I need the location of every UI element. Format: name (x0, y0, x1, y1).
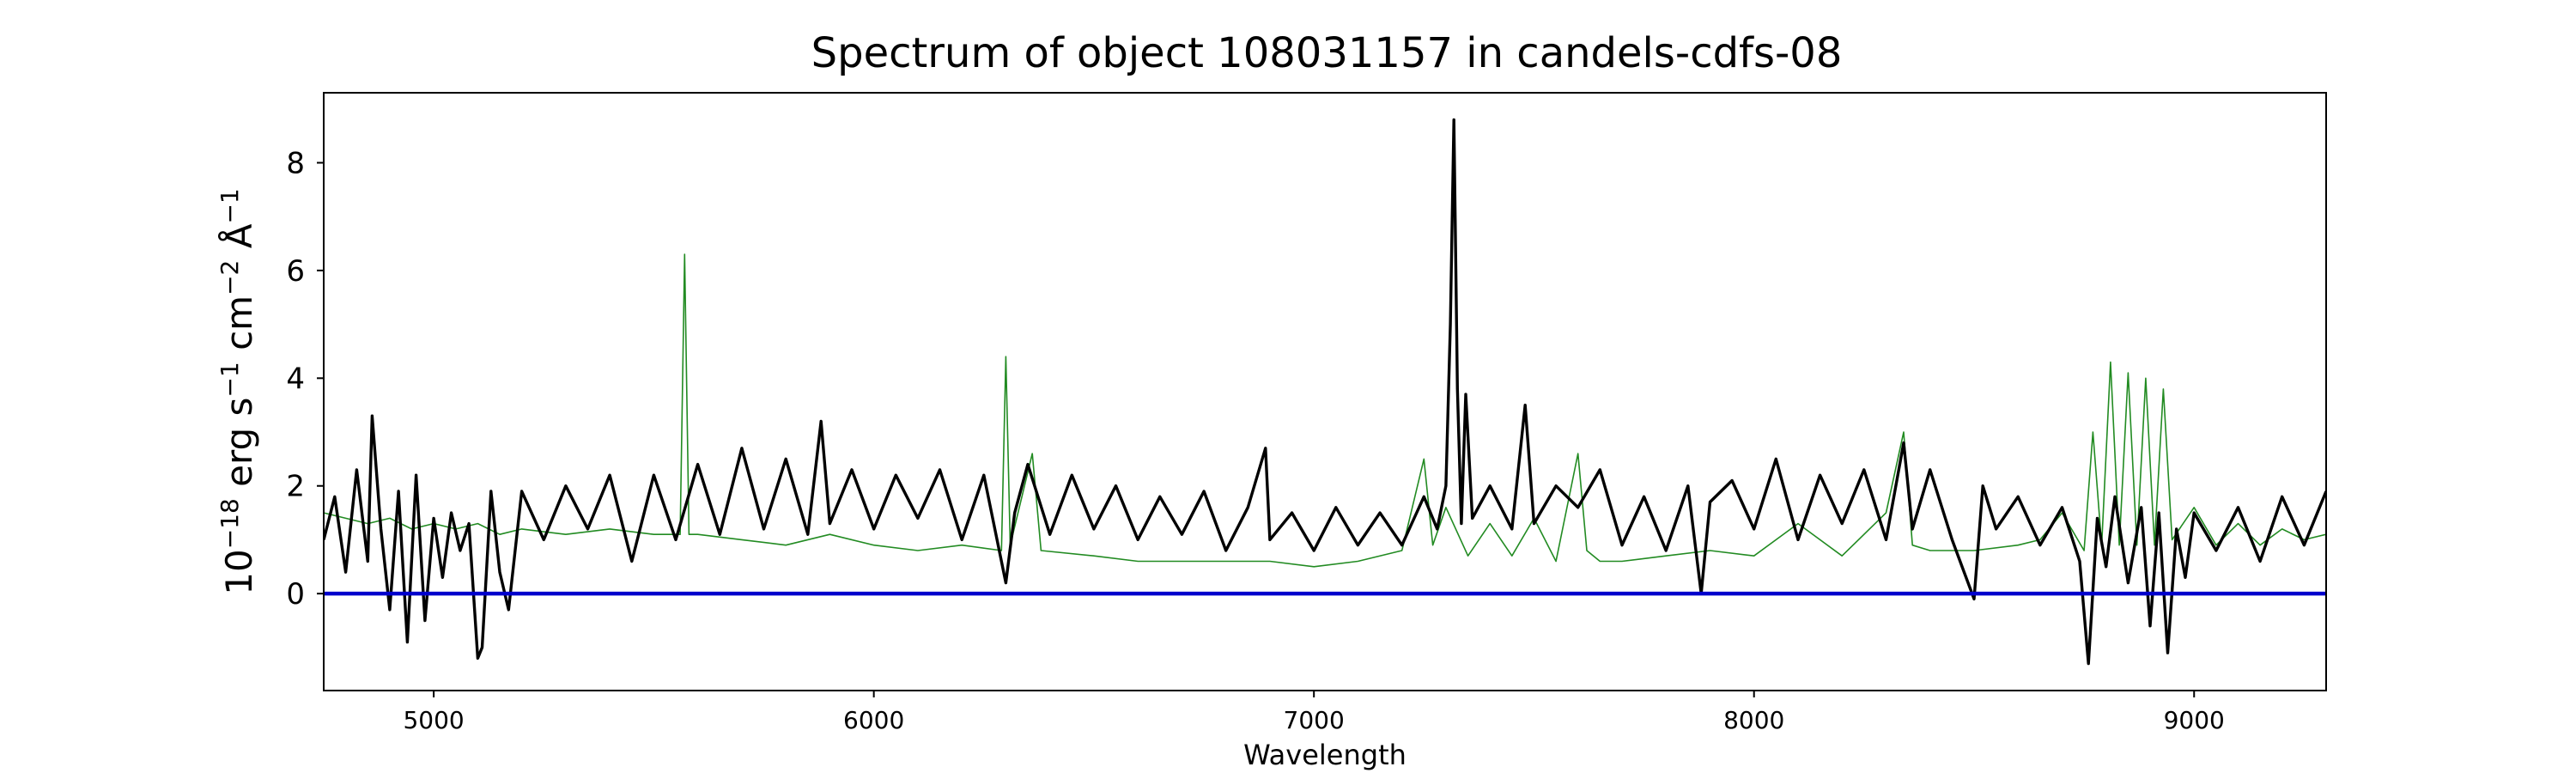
y-label-exponent: −1 (216, 362, 244, 397)
y-tick-label: 2 (286, 470, 305, 504)
y-label-text: 10 (218, 549, 260, 594)
x-tick-label: 7000 (1284, 706, 1345, 734)
flux-series-line (324, 118, 2326, 666)
y-label-text: cm (218, 295, 260, 362)
y-label-text: erg s (218, 398, 260, 499)
y-label-exponent: −1 (216, 188, 244, 223)
x-tick-label: 5000 (403, 706, 464, 734)
y-label-text: Å (217, 223, 260, 259)
y-tick-label: 0 (286, 577, 305, 612)
plot-frame (323, 92, 2327, 691)
x-tick-label: 8000 (1723, 706, 1784, 734)
x-tick-label: 6000 (843, 706, 904, 734)
y-label-exponent: −2 (216, 260, 244, 295)
chart-title: Spectrum of object 108031157 in candels-… (811, 29, 1843, 77)
y-tick-label: 6 (286, 254, 305, 289)
series-layer (324, 118, 2326, 666)
noise-series-line (324, 253, 2326, 568)
x-axis: 5000 6000 7000 8000 9000 (403, 691, 2225, 734)
y-axis-label: 10−18 erg s−1 cm−2 Å−1 (216, 188, 261, 594)
y-label-exponent: −18 (216, 498, 244, 549)
y-axis: 0 2 4 6 8 (286, 147, 324, 612)
x-axis-label: Wavelength (1243, 739, 1406, 771)
x-tick-label: 9000 (2164, 706, 2225, 734)
y-tick-label: 4 (286, 362, 305, 396)
y-tick-label: 8 (286, 147, 305, 181)
